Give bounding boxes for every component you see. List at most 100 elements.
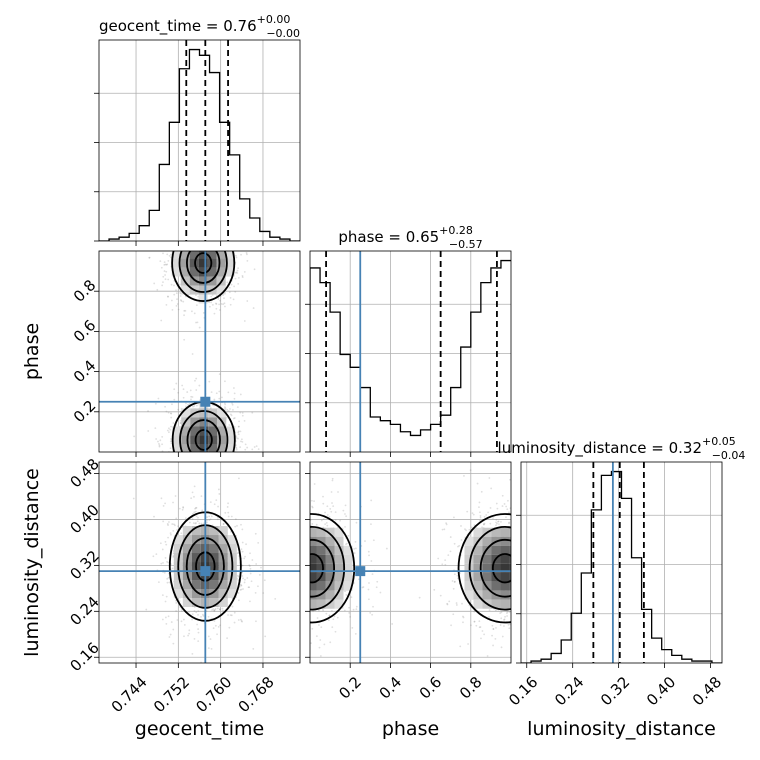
sample-point (193, 485, 196, 488)
sample-point (203, 458, 205, 460)
sample-point (295, 597, 297, 599)
sample-point (562, 606, 564, 608)
sample-point (249, 567, 252, 570)
sample-point (154, 466, 156, 468)
sample-point (247, 586, 250, 589)
x-tick-label-phase: 0.2 (335, 673, 365, 703)
sample-point (133, 435, 136, 438)
sample-point (560, 556, 562, 558)
sample-point (480, 490, 483, 493)
sample-point (224, 403, 227, 406)
sample-point (195, 389, 198, 391)
density-cell (281, 591, 290, 600)
sample-point (227, 391, 230, 394)
sample-point (205, 248, 207, 250)
histogram-phase (310, 259, 511, 452)
sample-point (241, 440, 244, 443)
sample-point (206, 233, 208, 235)
sample-point (311, 506, 314, 509)
sample-point (533, 607, 535, 609)
sample-point (542, 626, 544, 628)
sample-point (230, 243, 232, 245)
density-cell (281, 546, 290, 555)
sample-point (302, 554, 304, 556)
x-tick-label-luminosity_distance: 0.32 (597, 673, 633, 709)
sample-point (301, 589, 303, 591)
sample-point (234, 290, 237, 293)
density-cell (209, 544, 219, 554)
density-cell (334, 545, 344, 555)
y-tick-label-luminosity_distance: 0.24 (66, 593, 102, 629)
sample-point (200, 238, 202, 240)
sample-point (263, 579, 266, 582)
sample-point (323, 643, 326, 646)
sample-point (443, 528, 446, 531)
density-cell (190, 444, 200, 452)
sample-point (560, 529, 562, 531)
sample-point (307, 531, 309, 533)
density-cell (189, 267, 199, 277)
density-cell (334, 590, 344, 600)
sample-point (282, 588, 284, 590)
sample-point (174, 229, 176, 231)
sample-point (222, 303, 225, 306)
sample-point (514, 519, 516, 521)
sample-point (175, 382, 178, 385)
sample-point (160, 319, 163, 322)
sample-point (478, 620, 481, 623)
sample-point (490, 487, 493, 490)
sample-point (195, 464, 197, 466)
sample-point (575, 551, 577, 553)
sample-point (178, 507, 181, 510)
sample-point (198, 243, 200, 245)
sample-point (529, 560, 531, 562)
sample-point (168, 636, 171, 638)
sample-point (324, 511, 326, 514)
title-luminosity_distance: luminosity_distance = 0.32+0.05 −0.04 (498, 435, 746, 462)
sample-point (214, 455, 216, 457)
sample-point (167, 411, 170, 414)
sample-point (301, 484, 303, 486)
sample-point (232, 298, 235, 301)
panel-frame (98, 461, 301, 664)
density-cell (290, 555, 299, 564)
sample-point (302, 524, 304, 526)
density-cell (225, 267, 235, 277)
sample-point (552, 574, 554, 576)
density-cell (198, 294, 208, 304)
sample-point (449, 550, 452, 553)
sample-point (219, 248, 221, 250)
sample-point (167, 561, 170, 564)
sample-point (282, 600, 284, 602)
sample-point (286, 546, 288, 548)
sample-point (207, 474, 209, 476)
sample-point (534, 596, 536, 598)
sample-point (169, 440, 172, 443)
sample-point (516, 575, 518, 577)
sample-point (278, 548, 280, 550)
sample-point (201, 244, 203, 246)
sample-point (533, 572, 535, 574)
sample-point (519, 541, 521, 543)
sample-point (187, 403, 189, 406)
sample-point (551, 525, 553, 527)
sample-point (195, 457, 197, 459)
sample-point (282, 557, 284, 559)
sample-point (295, 600, 297, 602)
sample-point (237, 431, 240, 434)
sample-point (515, 559, 517, 561)
sample-point (266, 566, 268, 568)
sample-point (186, 244, 188, 246)
sample-point (530, 510, 532, 512)
sample-point (200, 233, 202, 235)
sample-point (202, 234, 204, 236)
sample-point (329, 641, 332, 644)
sample-point (283, 545, 285, 547)
sample-point (237, 539, 239, 541)
sample-point (279, 524, 281, 526)
sample-point (471, 512, 474, 515)
sample-point (213, 608, 216, 611)
density-cell (509, 563, 511, 573)
sample-point (223, 245, 225, 247)
sample-point (514, 578, 516, 580)
